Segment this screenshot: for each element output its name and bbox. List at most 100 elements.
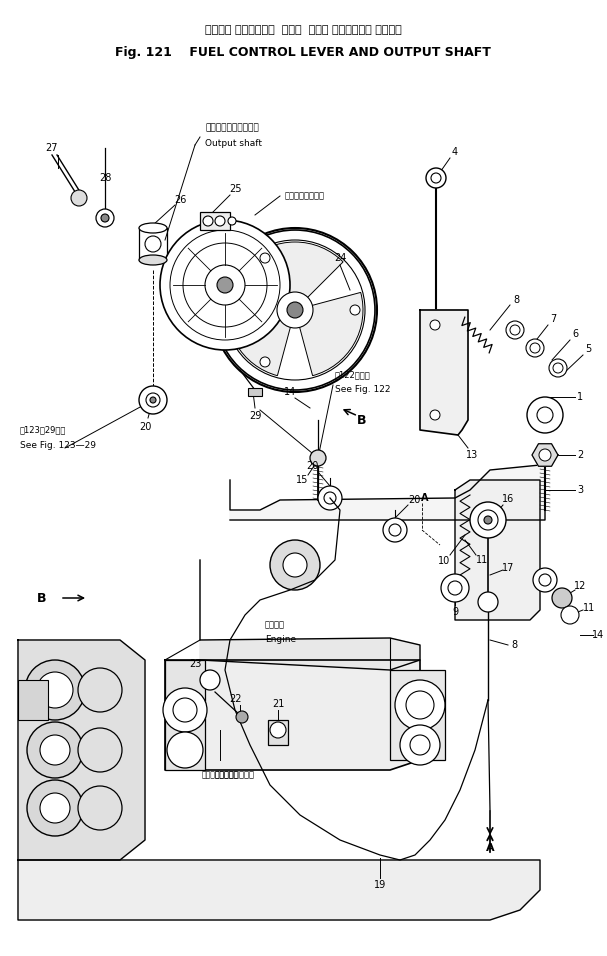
Circle shape (37, 672, 73, 708)
Circle shape (430, 320, 440, 330)
Bar (200, 212, 230, 230)
Polygon shape (18, 860, 540, 920)
Circle shape (260, 357, 270, 367)
Circle shape (78, 668, 122, 712)
Text: 第122図参照: 第122図参照 (335, 371, 371, 380)
Text: エンジン: エンジン (265, 620, 285, 629)
Circle shape (160, 220, 290, 350)
Circle shape (146, 393, 160, 407)
Circle shape (406, 691, 434, 719)
Text: エンジン付属部品: エンジン付属部品 (285, 191, 325, 201)
Circle shape (260, 253, 270, 263)
Text: 9: 9 (452, 607, 458, 617)
Text: 5: 5 (585, 344, 591, 354)
Text: フェエル コントロール  レバー  および アウトプット シャフト: フェエル コントロール レバー および アウトプット シャフト (205, 25, 401, 35)
Circle shape (183, 243, 267, 327)
Circle shape (448, 581, 462, 595)
Circle shape (470, 502, 506, 538)
Text: 14: 14 (592, 630, 604, 640)
Circle shape (40, 735, 70, 765)
Text: 22: 22 (229, 694, 241, 704)
Circle shape (561, 606, 579, 624)
Circle shape (478, 592, 498, 612)
Circle shape (228, 217, 236, 225)
Circle shape (539, 449, 551, 461)
Bar (268, 720, 288, 745)
Text: Fig. 121    FUEL CONTROL LEVER AND OUTPUT SHAFT: Fig. 121 FUEL CONTROL LEVER AND OUTPUT S… (115, 46, 491, 58)
Text: 10: 10 (438, 556, 450, 566)
Circle shape (200, 670, 220, 690)
Text: See Fig. 122: See Fig. 122 (335, 385, 390, 395)
Circle shape (78, 786, 122, 830)
Circle shape (215, 230, 375, 390)
Circle shape (270, 722, 286, 738)
Polygon shape (420, 310, 468, 435)
Text: 12: 12 (574, 581, 586, 591)
Circle shape (552, 588, 572, 608)
Polygon shape (532, 444, 558, 467)
Circle shape (324, 492, 336, 504)
Text: 14: 14 (284, 387, 296, 397)
Text: 11: 11 (583, 603, 595, 613)
Circle shape (383, 518, 407, 542)
Circle shape (96, 209, 114, 227)
Text: 8: 8 (513, 295, 519, 305)
Circle shape (101, 214, 109, 222)
Circle shape (25, 660, 85, 720)
Circle shape (395, 680, 445, 730)
Circle shape (225, 240, 365, 380)
Circle shape (167, 732, 203, 768)
Circle shape (203, 216, 213, 226)
Text: エンジン付属部品: エンジン付属部品 (215, 771, 255, 779)
Bar (390, 670, 445, 760)
Polygon shape (455, 480, 540, 620)
Text: A: A (486, 843, 494, 853)
Wedge shape (227, 293, 295, 376)
Circle shape (510, 325, 520, 335)
Text: 16: 16 (502, 494, 514, 504)
Circle shape (213, 228, 377, 392)
Circle shape (170, 230, 280, 340)
Circle shape (530, 343, 540, 353)
Text: 3: 3 (577, 485, 583, 495)
Text: 29: 29 (249, 411, 261, 421)
Circle shape (350, 305, 360, 315)
Circle shape (150, 397, 156, 403)
Polygon shape (200, 560, 420, 670)
Circle shape (539, 574, 551, 586)
Text: 25: 25 (229, 184, 241, 194)
Circle shape (526, 339, 544, 357)
Circle shape (145, 236, 161, 252)
Circle shape (527, 397, 563, 433)
Circle shape (270, 540, 320, 590)
Bar (18, 680, 48, 720)
Text: 6: 6 (572, 329, 578, 339)
Circle shape (400, 725, 440, 765)
Text: 28: 28 (99, 173, 111, 183)
Wedge shape (247, 242, 343, 310)
Bar (248, 388, 262, 396)
Text: 26: 26 (174, 195, 186, 205)
Text: 23: 23 (189, 659, 201, 669)
Circle shape (310, 450, 326, 466)
Text: 8: 8 (511, 640, 517, 650)
Circle shape (506, 321, 524, 339)
Circle shape (217, 277, 233, 293)
Circle shape (283, 553, 307, 577)
Circle shape (40, 793, 70, 823)
Text: 21: 21 (272, 699, 284, 709)
Circle shape (441, 574, 469, 602)
Text: 20: 20 (408, 495, 420, 505)
Text: 27: 27 (46, 143, 58, 153)
Polygon shape (18, 640, 145, 860)
Circle shape (389, 524, 401, 536)
Circle shape (163, 688, 207, 732)
Text: 11: 11 (476, 555, 488, 565)
Text: 19: 19 (374, 880, 386, 890)
Circle shape (277, 292, 313, 328)
Circle shape (139, 386, 167, 414)
Circle shape (173, 698, 197, 722)
Circle shape (27, 780, 83, 836)
Circle shape (478, 510, 498, 530)
Text: 15: 15 (296, 475, 308, 485)
